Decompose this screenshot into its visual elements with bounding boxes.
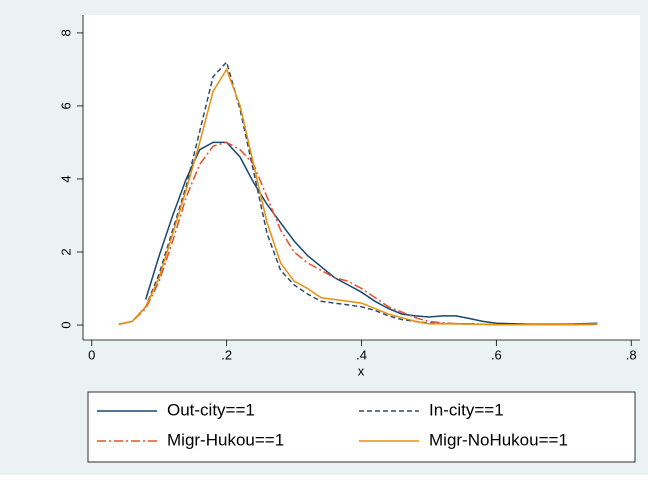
x-tick-label: .2 bbox=[221, 347, 232, 362]
y-tick-label: 4 bbox=[58, 175, 73, 182]
y-tick-label: 0 bbox=[58, 321, 73, 328]
y-tick-label: 2 bbox=[58, 248, 73, 255]
legend bbox=[87, 391, 636, 463]
legend-label: Migr-NoHukou==1 bbox=[429, 430, 568, 449]
x-tick-label: .8 bbox=[626, 347, 637, 362]
series-line bbox=[118, 60, 598, 326]
x-tick-label: .6 bbox=[491, 347, 502, 362]
x-axis-label: x bbox=[358, 363, 365, 378]
legend-label: In-city==1 bbox=[429, 400, 504, 419]
legend-label: Out-city==1 bbox=[167, 400, 255, 419]
y-tick-label: 6 bbox=[58, 102, 73, 109]
plot-area bbox=[83, 15, 640, 340]
series-line bbox=[144, 141, 598, 326]
y-tick-label: 8 bbox=[58, 29, 73, 36]
x-tick-label: .4 bbox=[356, 347, 367, 362]
legend-label: Migr-Hukou==1 bbox=[167, 430, 284, 449]
series-line bbox=[118, 67, 598, 326]
x-tick-label: 0 bbox=[88, 347, 95, 362]
